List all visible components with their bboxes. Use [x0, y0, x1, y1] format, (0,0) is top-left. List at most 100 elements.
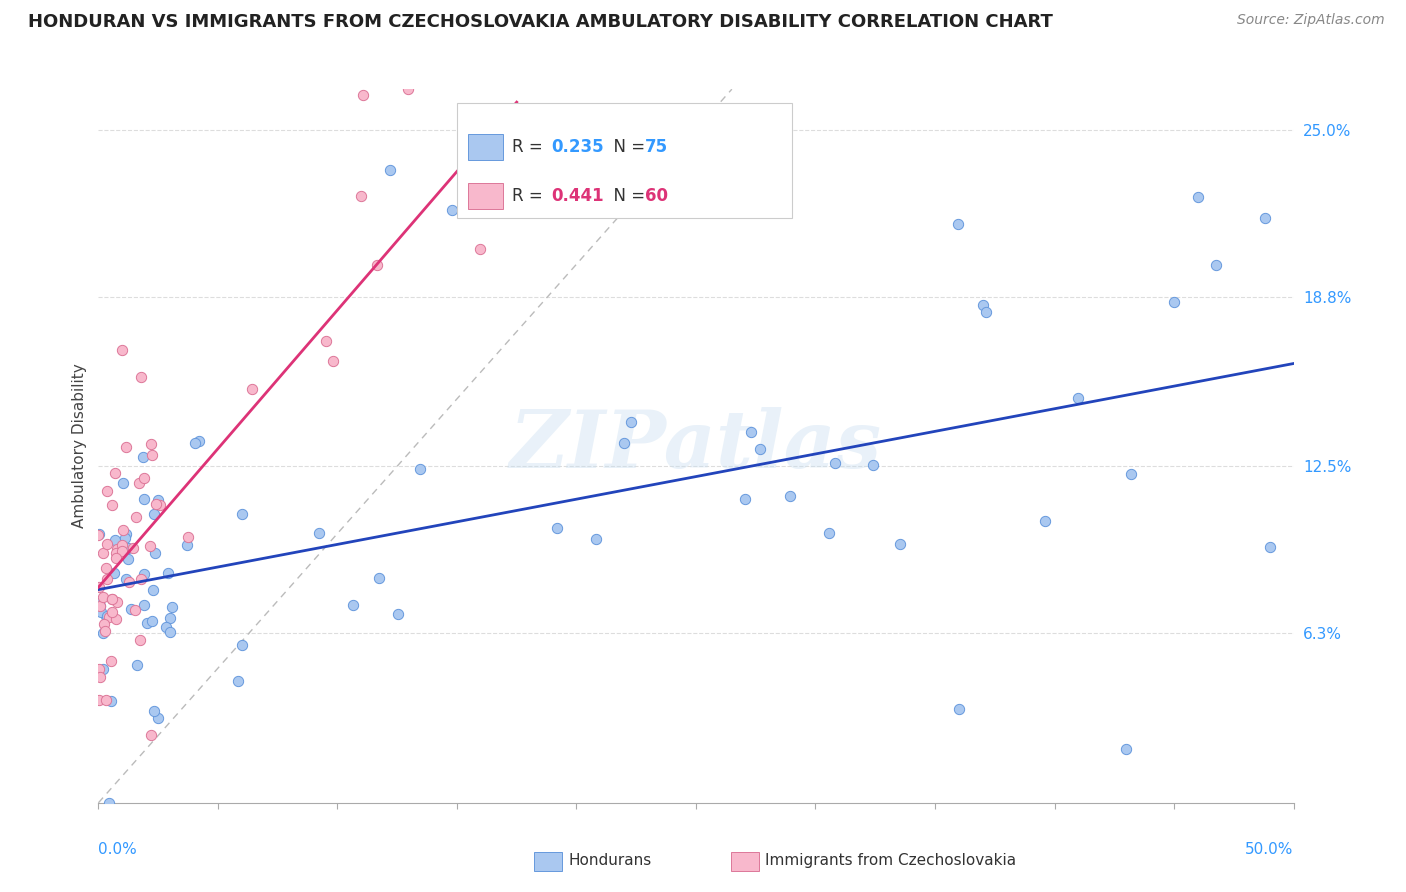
- Point: [132, 598, 155, 612]
- Point: [105, 542, 128, 557]
- Point: [948, 701, 970, 715]
- Point: [146, 711, 169, 725]
- Point: [1254, 211, 1277, 226]
- Point: [132, 491, 155, 506]
- Point: [138, 539, 160, 553]
- Point: [136, 615, 159, 630]
- Point: [134, 566, 156, 581]
- Text: ZIPatlas: ZIPatlas: [510, 408, 882, 484]
- Point: [105, 550, 128, 565]
- Text: 75: 75: [645, 138, 668, 156]
- Point: [177, 531, 200, 545]
- Point: [128, 475, 150, 490]
- Point: [98, 610, 121, 624]
- Point: [91, 662, 114, 676]
- Point: [1163, 294, 1185, 309]
- Point: [143, 507, 166, 521]
- Point: [87, 526, 110, 541]
- Point: [94, 561, 117, 575]
- Text: N =: N =: [603, 187, 651, 205]
- Point: [228, 673, 250, 688]
- Point: [101, 605, 124, 619]
- Point: [972, 298, 994, 312]
- Point: [142, 704, 165, 718]
- Point: [613, 435, 636, 450]
- Point: [620, 415, 643, 429]
- Point: [818, 525, 841, 540]
- Point: [585, 532, 607, 546]
- Point: [112, 476, 135, 491]
- Point: [111, 543, 134, 558]
- Point: [93, 624, 115, 639]
- Point: [155, 620, 177, 634]
- Point: [118, 574, 141, 589]
- Point: [111, 538, 134, 552]
- Point: [89, 599, 111, 613]
- Point: [141, 448, 163, 462]
- Point: [824, 457, 846, 471]
- Point: [122, 541, 145, 555]
- Point: [96, 608, 118, 623]
- Point: [1033, 514, 1056, 528]
- Point: [128, 632, 150, 647]
- Point: [114, 531, 136, 545]
- Point: [315, 334, 337, 349]
- Point: [546, 521, 568, 535]
- Point: [231, 638, 253, 652]
- Point: [1205, 258, 1227, 272]
- Point: [366, 258, 388, 272]
- Point: [91, 546, 114, 560]
- Point: [104, 612, 127, 626]
- Point: [104, 467, 127, 481]
- Point: [396, 82, 419, 96]
- Point: [89, 599, 111, 613]
- Point: [159, 611, 181, 625]
- Point: [105, 595, 128, 609]
- Point: [779, 490, 801, 504]
- Point: [740, 425, 762, 439]
- Point: [974, 304, 997, 318]
- Point: [145, 498, 167, 512]
- Point: [143, 546, 166, 560]
- Point: [91, 626, 114, 640]
- Point: [378, 163, 401, 178]
- Text: Hondurans: Hondurans: [568, 854, 651, 868]
- Point: [240, 382, 263, 396]
- Point: [142, 582, 165, 597]
- Point: [90, 605, 112, 619]
- Point: [149, 498, 172, 512]
- Text: Immigrants from Czechoslovakia: Immigrants from Czechoslovakia: [765, 854, 1017, 868]
- Point: [87, 693, 110, 707]
- Point: [1187, 189, 1209, 203]
- Point: [350, 189, 373, 203]
- Point: [352, 88, 374, 103]
- Point: [470, 115, 492, 129]
- Point: [120, 601, 142, 615]
- Point: [139, 729, 162, 743]
- Point: [93, 617, 115, 632]
- Point: [87, 662, 110, 676]
- Point: [101, 591, 124, 606]
- Text: N =: N =: [603, 138, 651, 156]
- Point: [124, 602, 146, 616]
- Point: [131, 450, 153, 464]
- Point: [1067, 391, 1090, 405]
- Point: [470, 243, 492, 257]
- Text: Source: ZipAtlas.com: Source: ZipAtlas.com: [1237, 13, 1385, 28]
- Text: R =: R =: [512, 187, 548, 205]
- Point: [94, 692, 117, 706]
- Point: [117, 541, 139, 555]
- Point: [1115, 742, 1137, 756]
- Text: R =: R =: [512, 138, 548, 156]
- Text: 0.235: 0.235: [551, 138, 603, 156]
- Point: [104, 547, 127, 561]
- Point: [1258, 540, 1281, 554]
- Point: [749, 442, 772, 457]
- Point: [100, 592, 122, 607]
- Point: [184, 436, 207, 450]
- Point: [146, 493, 169, 508]
- Point: [98, 796, 121, 810]
- Point: [117, 552, 139, 566]
- Point: [529, 203, 551, 218]
- Point: [368, 570, 391, 584]
